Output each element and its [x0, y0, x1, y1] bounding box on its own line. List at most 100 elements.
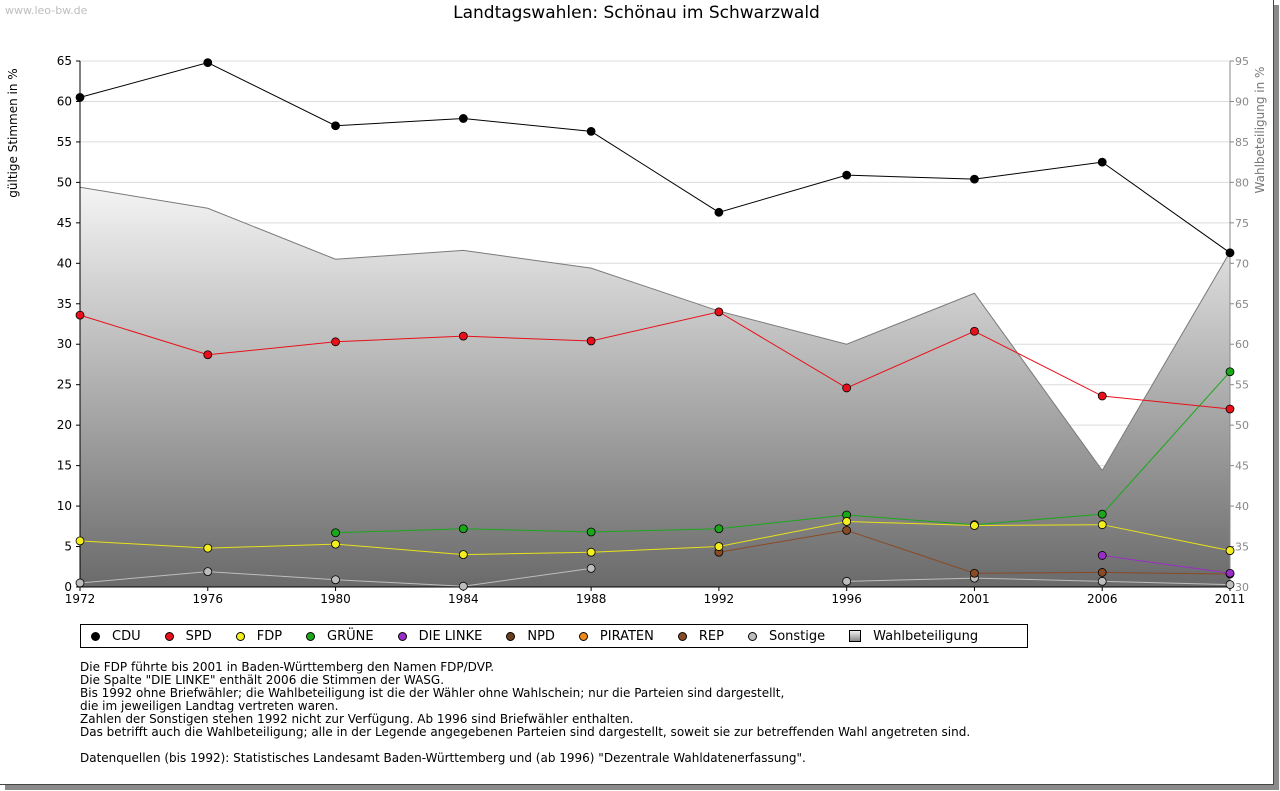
fdp-line [79, 520, 1231, 556]
rep-point [1097, 568, 1107, 577]
gr-ne-line [335, 371, 1231, 534]
cdu-point [1097, 157, 1107, 167]
y2-tick-label: 65 [1235, 298, 1249, 311]
legend-item-turnout: Wahlbeteiligung [849, 629, 978, 644]
legend-label: DIE LINKE [418, 628, 483, 644]
legend-label: Wahlbeteiligung [873, 628, 979, 644]
y-tick-label: 5 [64, 540, 72, 554]
fdp-point [714, 542, 724, 551]
legend-marker [849, 630, 862, 642]
die-linke-point [1225, 568, 1235, 578]
cdu-point [331, 121, 340, 131]
spd-point [1097, 391, 1107, 401]
x-tick-label: 2011 [1215, 592, 1246, 606]
x-tick-label: 1976 [193, 592, 224, 606]
legend-marker [164, 631, 174, 641]
die-linke-line [1102, 554, 1231, 574]
gr-ne-point [586, 527, 596, 537]
legend-marker [578, 631, 588, 641]
y-tick-label: 35 [57, 297, 72, 311]
y2-tick-label: 35 [1235, 541, 1249, 554]
y-tick-label: 25 [57, 378, 72, 392]
turnout-area [79, 186, 1231, 588]
legend-marker [506, 631, 516, 641]
note-line: Bis 1992 ohne Briefwähler; die Wahlbetei… [80, 686, 785, 700]
y-tick-label: 30 [57, 337, 72, 351]
y2-axis-label: Wahlbeteiligung in % [1253, 67, 1267, 194]
cdu-point [714, 207, 724, 217]
fdp-point [331, 539, 340, 549]
cdu-point [1225, 248, 1235, 258]
gr-ne-point [458, 524, 468, 534]
sonstige-point [1097, 576, 1107, 586]
y2-tick-label: 45 [1235, 460, 1249, 473]
die-linke-point [1097, 551, 1107, 560]
x-tick-label: 1996 [831, 592, 862, 606]
sonstige-point [842, 576, 852, 586]
legend-item: Sonstige [747, 628, 826, 644]
y2-tick-label: 40 [1235, 500, 1249, 513]
x-tick-label: 2006 [1087, 592, 1118, 606]
legend-marker [747, 631, 757, 641]
fdp-point [458, 550, 468, 560]
y2-tick-label: 30 [1235, 581, 1249, 594]
y-axis-label: gültige Stimmen in % [6, 68, 20, 197]
turnout-fill [80, 187, 1230, 588]
y-tick-label: 50 [57, 175, 72, 189]
legend-marker [306, 631, 316, 641]
y2-tick-label: 50 [1235, 419, 1249, 432]
y-tick-label: 60 [57, 94, 72, 108]
x-tick-label: 1988 [576, 592, 607, 606]
x-tick-label: 1972 [65, 592, 96, 606]
y2-tick-label: 90 [1235, 95, 1249, 108]
sonstige-point [458, 581, 468, 591]
y-tick-label: 55 [57, 135, 72, 149]
legend-item: CDU [91, 629, 141, 644]
cdu-point [842, 170, 852, 180]
spd-point [714, 307, 724, 317]
y-tick-label: 0 [64, 580, 72, 594]
legend-label: FDP [256, 628, 283, 644]
legend-label: Sonstige [768, 628, 826, 644]
y2-tick-label: 75 [1235, 217, 1249, 230]
spd-line [79, 311, 1231, 410]
x-tick-label: 1992 [704, 592, 735, 606]
fdp-point [586, 547, 596, 557]
legend-label: NPD [527, 628, 555, 644]
chart-title: Landtagswahlen: Schönau im Schwarzwald [453, 3, 820, 23]
y2-tick-label: 55 [1235, 379, 1249, 392]
fdp-point [203, 543, 213, 553]
data-source: Datenquellen (bis 1992): Statistisches L… [80, 751, 806, 765]
watermark: www.leo-bw.de [5, 4, 88, 17]
legend-item: NPD [506, 629, 555, 644]
sonstige-point [1225, 580, 1235, 589]
legend-marker [91, 631, 100, 641]
spd-point [586, 336, 596, 346]
y-tick-label: 45 [57, 216, 72, 230]
y2-tick-label: 80 [1235, 176, 1249, 189]
spd-point [331, 337, 340, 347]
spd-point [970, 326, 979, 336]
notes: Die FDP führte bis 2001 in Baden-Württem… [80, 661, 970, 765]
x-tick-label: 1980 [320, 592, 351, 606]
spd-point [75, 310, 85, 320]
sonstige-point [75, 578, 85, 588]
cdu-point [970, 174, 979, 184]
spd-point [203, 350, 213, 360]
gr-ne-point [1225, 367, 1235, 377]
legend-marker [677, 631, 687, 641]
y-tick-label: 15 [57, 459, 72, 473]
sonstige-point [203, 567, 213, 577]
y-tick-label: 65 [57, 54, 72, 68]
note-line: Zahlen der Sonstigen stehen 1992 nicht z… [80, 712, 634, 726]
gr-ne-point [714, 524, 724, 534]
fdp-point [970, 521, 979, 530]
legend-label: GRÜNE [327, 628, 374, 644]
x-tick-label: 2001 [959, 592, 990, 606]
gr-ne-point [331, 528, 340, 538]
x-tick-label: 1984 [448, 592, 479, 606]
y2-tick-label: 70 [1235, 257, 1249, 270]
cdu-point [586, 127, 596, 136]
fdp-point [1097, 520, 1107, 530]
rep-point [842, 525, 852, 535]
